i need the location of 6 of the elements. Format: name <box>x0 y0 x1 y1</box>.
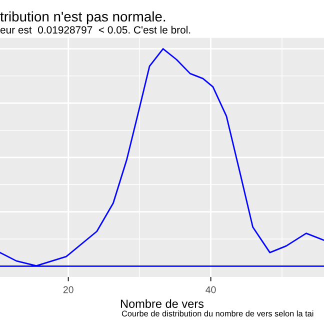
x-tick-label: 40 <box>206 286 216 294</box>
chart-title: tribution n'est pas normale. <box>0 11 166 24</box>
chart-subtitle: eur est 0.01928797 < 0.05. C'est le brol. <box>0 26 190 34</box>
x-tick-label: 20 <box>63 286 74 294</box>
text: Courbe de distribution du nombre de vers selon la tai <box>122 310 314 316</box>
x-axis-title: Nombre de vers <box>120 299 204 308</box>
